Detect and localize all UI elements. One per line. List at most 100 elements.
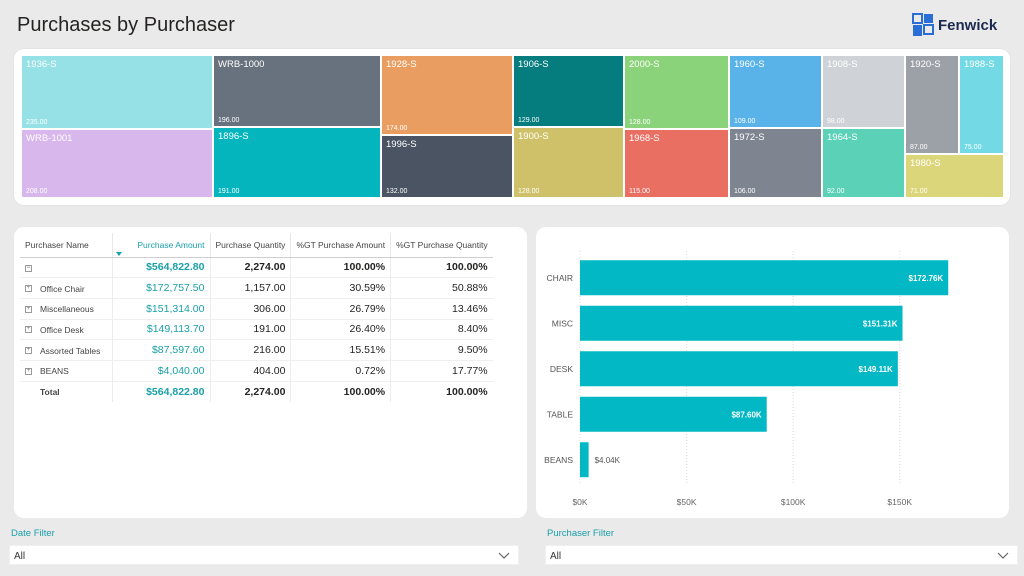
row-name: Assorted Tables — [40, 345, 101, 356]
treemap-tile-value: 75.00 — [964, 144, 982, 151]
treemap-tile[interactable]: 1972-S 106.00 — [729, 128, 822, 198]
row-name: BEANS — [40, 366, 69, 377]
bar[interactable] — [580, 305, 903, 341]
treemap-tile-label: 1972-S — [734, 132, 765, 143]
expand-icon[interactable]: + — [25, 326, 32, 334]
treemap-tile[interactable]: 1900-S 128.00 — [513, 127, 624, 198]
bar-chart: $0K $50K $100K $150K CHAIR $172.76K MISC $151.3… — [544, 251, 949, 507]
column-header-purchaser-name[interactable]: Purchaser Name — [20, 233, 113, 258]
row-pct-quantity: 50.88% — [390, 277, 493, 299]
treemap-tile-label: WRB-1001 — [26, 133, 73, 144]
treemap-tile-label: 1988-S — [964, 59, 995, 70]
row-quantity: 1,157.00 — [210, 277, 292, 299]
bar[interactable] — [580, 260, 949, 296]
row-pct-quantity: 9.50% — [390, 339, 493, 361]
treemap-tile[interactable]: 1960-S 109.00 — [729, 55, 822, 128]
treemap-tile-value: 71.00 — [910, 188, 928, 195]
treemap-tile-label: WRB-1000 — [218, 59, 265, 70]
treemap-tile[interactable]: 1896-S 191.00 — [213, 127, 381, 198]
treemap-tile-value: 115.00 — [629, 188, 650, 195]
row-quantity: 191.00 — [210, 319, 292, 341]
data-label: $149.11K — [859, 365, 893, 374]
treemap-tile-value: 109.00 — [734, 118, 756, 125]
treemap-tile[interactable]: 1920-S 87.00 — [905, 55, 959, 154]
treemap-tile-label: 1980-S — [910, 158, 941, 169]
treemap-tile[interactable]: 1906-S 129.00 — [513, 55, 624, 127]
treemap-tile[interactable]: 2000-S 128.00 — [624, 55, 729, 129]
bar[interactable] — [580, 351, 898, 387]
logo: Fenwick — [912, 13, 997, 37]
page-title: Purchases by Purchaser — [17, 14, 235, 36]
treemap-tile-label: 2000-S — [629, 59, 660, 70]
expand-icon[interactable]: + — [25, 346, 32, 354]
row-pct-amount: 15.51% — [290, 339, 392, 361]
treemap-tile-value: 128.00 — [629, 119, 651, 126]
column-header-pct-purchase-quantity[interactable]: %GT Purchase Quantity — [390, 233, 493, 258]
column-header-pct-purchase-amount[interactable]: %GT Purchase Amount — [290, 233, 392, 258]
group-pct-amount: 100.00% — [290, 257, 392, 279]
expand-icon[interactable]: + — [25, 367, 32, 375]
expand-icon[interactable]: + — [25, 284, 32, 292]
bar[interactable] — [580, 396, 767, 432]
row-name-cell: + BEANS — [20, 360, 113, 382]
category-label: CHAIR — [547, 273, 573, 283]
logo-text: Fenwick — [938, 16, 998, 34]
column-header-purchase-quantity[interactable]: Purchase Quantity — [210, 233, 292, 258]
category-label: BEANS — [544, 455, 573, 465]
row-pct-amount: 26.40% — [290, 319, 392, 341]
treemap-tile-value: 196.00 — [218, 117, 240, 124]
table-row: + Assorted Tables $87,597.60 216.00 15.51… — [20, 339, 493, 361]
collapse-toggle[interactable]: − — [20, 257, 113, 279]
row-name: Office Desk — [40, 324, 84, 335]
collapse-icon[interactable]: − — [25, 264, 32, 272]
treemap-tile-label: 1896-S — [218, 131, 249, 142]
column-header-purchase-amount[interactable]: Purchase Amount — [112, 233, 211, 258]
treemap-tile[interactable]: 1980-S 71.00 — [905, 154, 1004, 198]
date-filter-value: All — [14, 551, 26, 562]
row-pct-amount: 0.72% — [290, 360, 392, 382]
row-name-cell: + Office Desk — [20, 319, 113, 341]
row-quantity: 404.00 — [210, 360, 292, 382]
row-pct-quantity: 13.46% — [390, 298, 493, 320]
category-label: MISC — [552, 318, 573, 328]
treemap-tile[interactable]: 1996-S 132.00 — [381, 135, 513, 198]
treemap-tile[interactable]: 1908-S 98.00 — [822, 55, 905, 128]
total-amount: $564,822.80 — [112, 380, 211, 403]
group-quantity: 2,274.00 — [210, 257, 292, 279]
bar[interactable] — [580, 442, 589, 478]
treemap-tile-label: 1960-S — [734, 59, 765, 70]
treemap-tile-value: 191.00 — [218, 188, 240, 195]
sort-descending-icon — [115, 251, 122, 256]
treemap-tile[interactable]: WRB-1000 196.00 — [213, 55, 381, 127]
data-label: $87.60K — [731, 410, 761, 419]
date-filter-dropdown[interactable]: All — [9, 545, 519, 565]
data-label: $172.76K — [909, 274, 944, 283]
treemap-tile[interactable]: WRB-1001 208.00 — [21, 129, 213, 198]
treemap-tile[interactable]: 1964-S 92.00 — [822, 128, 905, 198]
table-row: + Office Desk $149,113.70 191.00 26.40% 8… — [20, 319, 493, 341]
treemap-tile[interactable]: 1936-S 235.00 — [21, 55, 213, 129]
row-name: Office Chair — [40, 283, 85, 294]
row-quantity: 306.00 — [210, 298, 292, 320]
table-row: + BEANS $4,040.00 404.00 0.72% 17.77% — [20, 360, 493, 382]
treemap-tile-label: 1928-S — [386, 59, 417, 70]
data-label: $151.31K — [863, 319, 898, 328]
matrix-table: Purchaser Name Purchase Amount Purchase … — [20, 233, 493, 403]
bar-chart-card: $0K $50K $100K $150K CHAIR $172.76K MISC $151.3… — [536, 227, 1009, 518]
treemap-tile-value: 98.00 — [827, 118, 845, 125]
row-name-cell: + Office Chair — [20, 277, 113, 299]
row-name: Miscellaneous — [40, 304, 94, 315]
x-tick-label: $50K — [677, 497, 697, 507]
purchaser-filter-dropdown[interactable]: All — [545, 545, 1018, 565]
chevron-down-icon — [498, 552, 510, 559]
row-amount: $149,113.70 — [112, 319, 211, 341]
data-label: $4.04K — [595, 456, 621, 465]
treemap-tile[interactable]: 1968-S 115.00 — [624, 129, 729, 198]
group-pct-quantity: 100.00% — [390, 257, 493, 279]
treemap-tile[interactable]: 1928-S 174.00 — [381, 55, 513, 135]
expand-icon[interactable]: + — [25, 305, 32, 313]
purchaser-filter-value: All — [550, 551, 562, 562]
treemap-tile[interactable]: 1988-S 75.00 — [959, 55, 1004, 154]
category-label: DESK — [550, 364, 573, 374]
x-tick-label: $100K — [781, 497, 806, 507]
